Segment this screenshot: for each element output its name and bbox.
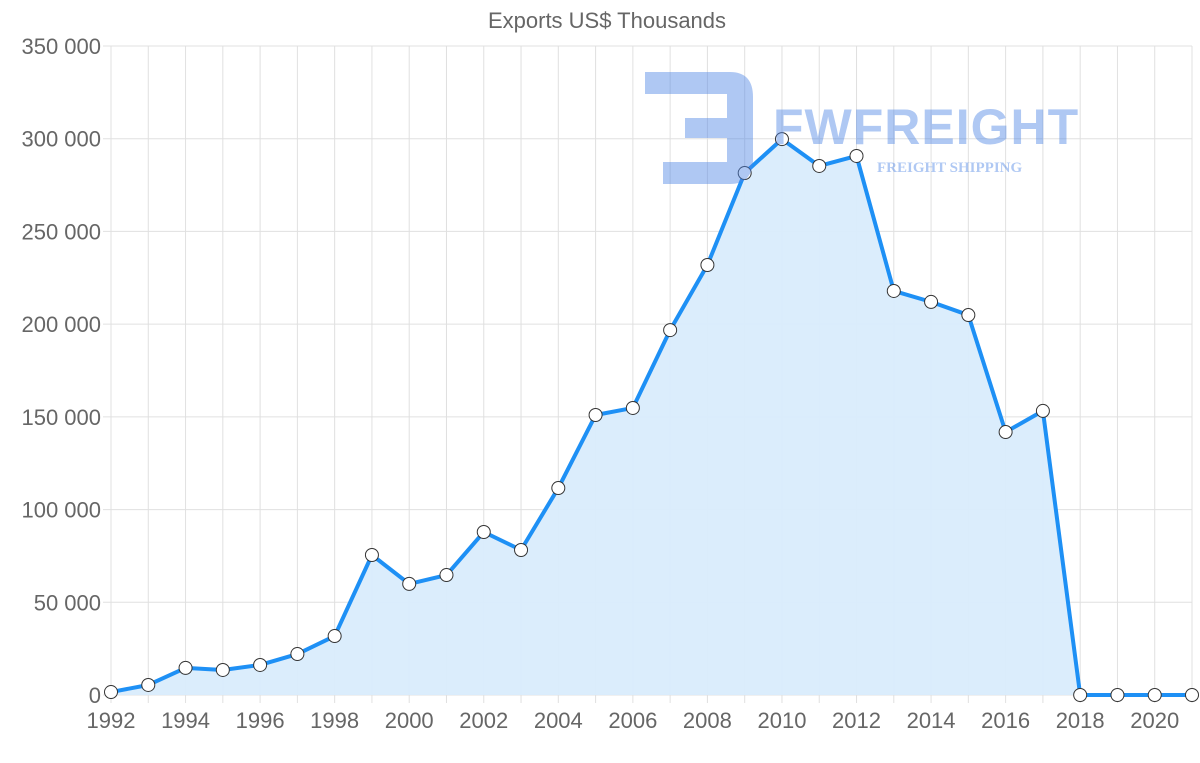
y-tick-label: 250 000: [21, 219, 101, 244]
data-point: [1110, 688, 1125, 702]
data-point: [215, 662, 230, 677]
data-point: [364, 548, 379, 563]
data-point: [812, 158, 827, 173]
data-point: [327, 629, 342, 644]
x-tick-label: 2002: [459, 708, 508, 733]
x-tick-label: 1992: [87, 708, 136, 733]
x-tick-label: 2016: [981, 708, 1030, 733]
data-point: [849, 148, 864, 163]
data-point: [104, 685, 118, 700]
data-point: [1147, 688, 1162, 702]
data-point: [551, 481, 566, 496]
x-tick-label: 2014: [907, 708, 956, 733]
data-point: [961, 308, 976, 323]
data-point: [774, 132, 789, 147]
data-point: [1035, 403, 1050, 418]
x-tick-label: 1998: [310, 708, 359, 733]
y-tick-label: 300 000: [21, 127, 101, 152]
x-tick-label: 2006: [608, 708, 657, 733]
data-point: [1073, 688, 1088, 702]
data-point: [439, 568, 454, 583]
y-tick-label: 350 000: [21, 34, 101, 59]
chart-title: Exports US$ Thousands: [487, 8, 727, 33]
y-tick-label: 150 000: [21, 405, 101, 430]
data-point: [737, 166, 752, 181]
x-tick-label: 2012: [832, 708, 881, 733]
x-tick-label: 1994: [161, 708, 210, 733]
data-point: [290, 647, 305, 662]
y-tick-label: 50 000: [34, 590, 101, 615]
x-tick-label: 2008: [683, 708, 732, 733]
data-point: [141, 677, 156, 692]
x-tick-label: 2010: [757, 708, 806, 733]
y-tick-label: 100 000: [21, 498, 101, 523]
data-point: [886, 283, 901, 298]
data-point: [476, 525, 491, 540]
series-area: [111, 139, 1192, 695]
data-point: [253, 657, 268, 672]
data-point: [924, 294, 939, 309]
x-tick-label: 2000: [385, 708, 434, 733]
y-tick-label: 0: [89, 683, 101, 708]
data-point: [700, 257, 715, 272]
data-point: [998, 425, 1013, 440]
data-point: [663, 323, 678, 338]
data-point: [1185, 688, 1199, 702]
y-tick-label: 200 000: [21, 312, 101, 337]
x-tick-label: 2020: [1130, 708, 1179, 733]
data-point: [588, 408, 603, 423]
data-point: [178, 660, 193, 675]
x-tick-label: 1996: [236, 708, 285, 733]
data-point: [402, 576, 417, 591]
x-tick-label: 2004: [534, 708, 583, 733]
data-point: [625, 400, 640, 415]
data-point: [514, 542, 529, 557]
x-tick-label: 2018: [1056, 708, 1105, 733]
